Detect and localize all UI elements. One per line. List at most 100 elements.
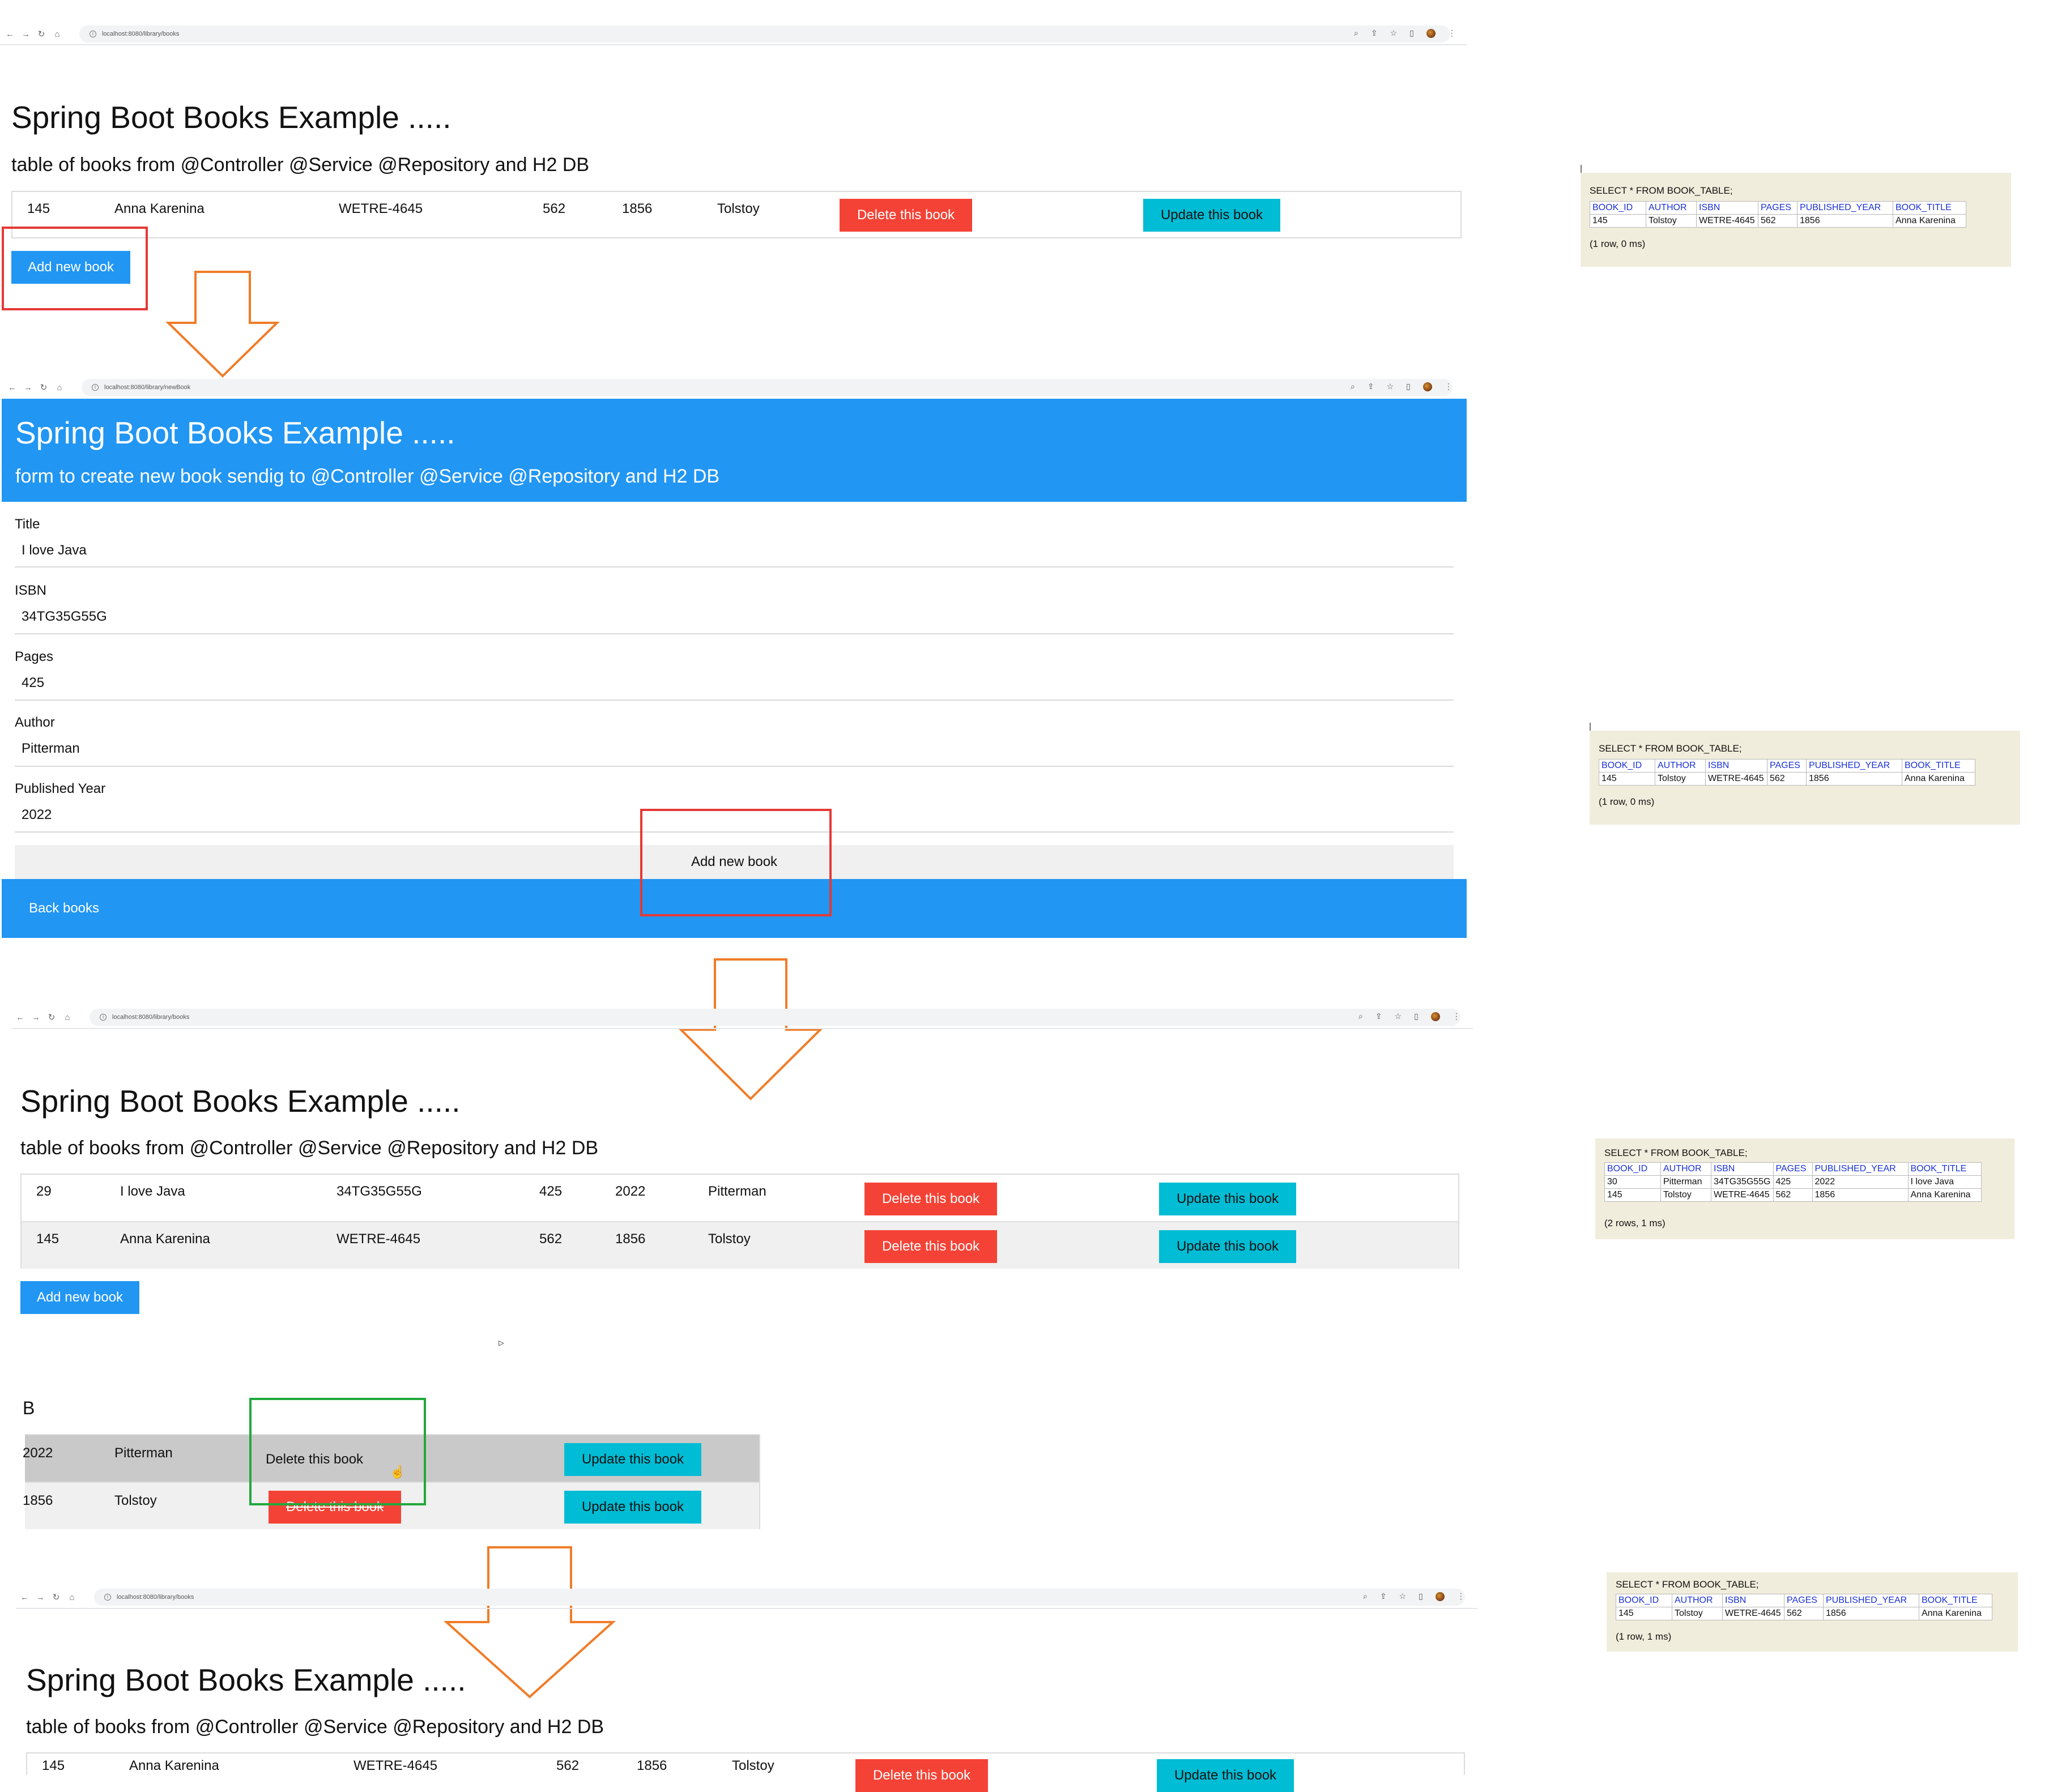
col-isbn[interactable]: ISBN (1722, 1594, 1784, 1607)
reload-icon[interactable]: ↻ (52, 1593, 60, 1602)
isbn-input[interactable]: 34TG35G55G (22, 609, 107, 624)
info-icon[interactable]: i (100, 1014, 107, 1021)
col-pages[interactable]: PAGES (1758, 201, 1798, 215)
sidebar-icon[interactable]: ▯ (1409, 28, 1414, 37)
col-title[interactable]: BOOK_TITLE (1907, 1162, 1982, 1176)
update-book-button[interactable]: Update this book (1157, 1759, 1294, 1792)
update-book-button[interactable]: Update this book (1159, 1183, 1296, 1215)
col-isbn[interactable]: ISBN (1711, 1162, 1774, 1176)
col-author[interactable]: AUTHOR (1660, 1162, 1711, 1176)
menu-icon[interactable]: ⋮ (1452, 1012, 1460, 1021)
star-icon[interactable]: ☆ (1386, 382, 1394, 391)
home-icon[interactable]: ⌂ (65, 1012, 70, 1022)
submit-add-book-button[interactable]: Add new book (15, 845, 1454, 879)
info-icon[interactable]: i (92, 384, 99, 391)
update-book-button[interactable]: Update this book (564, 1443, 701, 1476)
delete-book-button[interactable]: Delete this book (864, 1183, 997, 1215)
delete-book-button[interactable]: Delete this book (864, 1230, 997, 1263)
add-new-book-button[interactable]: Add new book (11, 251, 130, 284)
col-author[interactable]: AUTHOR (1672, 1594, 1723, 1607)
share-icon[interactable]: ⇪ (1375, 1012, 1382, 1021)
info-icon[interactable]: i (104, 1594, 111, 1601)
sidebar-icon[interactable]: ▯ (1419, 1592, 1423, 1601)
zoom-icon[interactable]: ⌕ (1354, 28, 1358, 37)
star-icon[interactable]: ☆ (1390, 28, 1398, 37)
col-year[interactable]: PUBLISHED_YEAR (1797, 201, 1893, 215)
url-text: localhost:8080/library/newBook (104, 384, 191, 391)
forward-arrow-icon[interactable]: → (22, 29, 30, 39)
title-input[interactable]: I love Java (22, 543, 87, 558)
col-title[interactable]: BOOK_TITLE (1919, 1594, 1992, 1607)
browser-toolbar: ← → ↻ ⌂ i localhost:8080/library/books ⌕… (6, 23, 1467, 45)
avatar[interactable] (1435, 1592, 1445, 1601)
col-book-id[interactable]: BOOK_ID (1604, 1162, 1661, 1176)
sidebar-icon[interactable]: ▯ (1414, 1012, 1419, 1021)
star-icon[interactable]: ☆ (1399, 1592, 1407, 1601)
menu-icon[interactable]: ⋮ (1447, 28, 1456, 37)
info-icon[interactable]: i (90, 31, 96, 37)
col-pages[interactable]: PAGES (1773, 1162, 1813, 1176)
delete-book-button[interactable]: Delete this book (269, 1491, 401, 1524)
reload-icon[interactable]: ↻ (37, 29, 45, 39)
result-row: 145 Tolstoy WETRE-4645 562 1856 Anna Kar… (1599, 772, 1975, 786)
col-book-id[interactable]: BOOK_ID (1599, 759, 1655, 773)
share-icon[interactable]: ⇪ (1367, 382, 1374, 391)
col-year[interactable]: PUBLISHED_YEAR (1806, 759, 1902, 773)
col-book-id[interactable]: BOOK_ID (1590, 201, 1646, 215)
col-title[interactable]: BOOK_TITLE (1893, 201, 1966, 215)
avatar[interactable] (1422, 382, 1432, 391)
avatar[interactable] (1430, 1012, 1440, 1021)
pages-input[interactable]: 425 (22, 675, 45, 690)
author-input[interactable]: Pitterman (22, 741, 80, 756)
share-icon[interactable]: ⇪ (1370, 28, 1378, 37)
col-year[interactable]: PUBLISHED_YEAR (1823, 1594, 1919, 1607)
delete-book-button-hover[interactable]: Delete this book (248, 1443, 381, 1476)
star-icon[interactable]: ☆ (1394, 1012, 1402, 1021)
home-icon[interactable]: ⌂ (54, 29, 60, 39)
zoom-icon[interactable]: ⌕ (1363, 1592, 1368, 1601)
back-arrow-icon[interactable]: ← (6, 29, 14, 39)
avatar[interactable] (1426, 28, 1436, 38)
col-author[interactable]: AUTHOR (1655, 759, 1706, 773)
home-icon[interactable]: ⌂ (57, 382, 62, 392)
menu-icon[interactable]: ⋮ (1444, 382, 1453, 391)
back-books-link[interactable]: Back books (28, 901, 100, 916)
forward-arrow-icon[interactable]: → (32, 1012, 40, 1022)
col-author[interactable]: AUTHOR (1646, 201, 1697, 215)
col-title[interactable]: BOOK_TITLE (1902, 759, 1975, 773)
update-book-button[interactable]: Update this book (564, 1491, 701, 1524)
share-icon[interactable]: ⇪ (1379, 1592, 1387, 1601)
back-arrow-icon[interactable]: ← (8, 382, 16, 392)
browser-toolbar: ← → ↻ ⌂ i localhost:8080/library/books ⌕… (16, 1006, 1477, 1029)
zoom-icon[interactable]: ⌕ (1351, 382, 1355, 391)
col-year[interactable]: PUBLISHED_YEAR (1812, 1162, 1909, 1176)
delete-book-button[interactable]: Delete this book (855, 1759, 988, 1792)
reload-icon[interactable]: ↻ (48, 1013, 56, 1022)
forward-arrow-icon[interactable]: → (36, 1592, 45, 1602)
add-new-book-button[interactable]: Add new book (20, 1281, 139, 1314)
book-pages: 562 (539, 1231, 563, 1247)
year-input[interactable]: 2022 (22, 807, 52, 822)
book-title: Anna Karenina (114, 201, 205, 216)
forward-arrow-icon[interactable]: → (24, 382, 32, 392)
field-underline (15, 831, 1454, 833)
update-book-button[interactable]: Update this book (1143, 199, 1280, 232)
delete-book-button[interactable]: Delete this book (840, 199, 972, 232)
col-pages[interactable]: PAGES (1784, 1594, 1824, 1607)
col-book-id[interactable]: BOOK_ID (1616, 1594, 1672, 1607)
address-bar[interactable]: i localhost:8080/library/books (79, 25, 1450, 42)
col-pages[interactable]: PAGES (1767, 759, 1807, 773)
address-bar[interactable]: i localhost:8080/library/books (94, 1589, 1465, 1606)
col-isbn[interactable]: ISBN (1696, 201, 1758, 215)
sidebar-icon[interactable]: ▯ (1406, 382, 1411, 391)
address-bar[interactable]: i localhost:8080/library/books (90, 1009, 1460, 1026)
update-book-button[interactable]: Update this book (1159, 1230, 1296, 1263)
back-arrow-icon[interactable]: ← (20, 1592, 29, 1602)
col-isbn[interactable]: ISBN (1705, 759, 1767, 773)
reload-icon[interactable]: ↻ (40, 383, 48, 392)
address-bar[interactable]: i localhost:8080/library/newBook (82, 379, 1453, 396)
back-arrow-icon[interactable]: ← (16, 1012, 24, 1022)
home-icon[interactable]: ⌂ (69, 1592, 75, 1602)
zoom-icon[interactable]: ⌕ (1358, 1012, 1363, 1021)
menu-icon[interactable]: ⋮ (1456, 1592, 1465, 1601)
